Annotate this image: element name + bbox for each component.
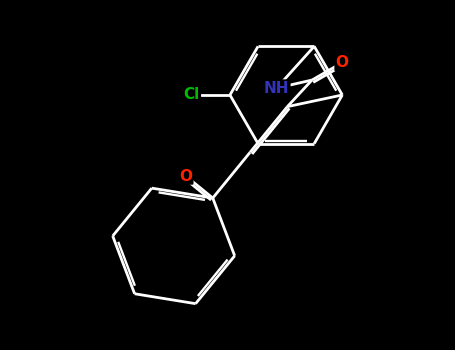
- Text: Cl: Cl: [184, 88, 200, 103]
- Text: O: O: [179, 168, 192, 183]
- Text: O: O: [336, 55, 349, 70]
- Text: NH: NH: [264, 80, 289, 96]
